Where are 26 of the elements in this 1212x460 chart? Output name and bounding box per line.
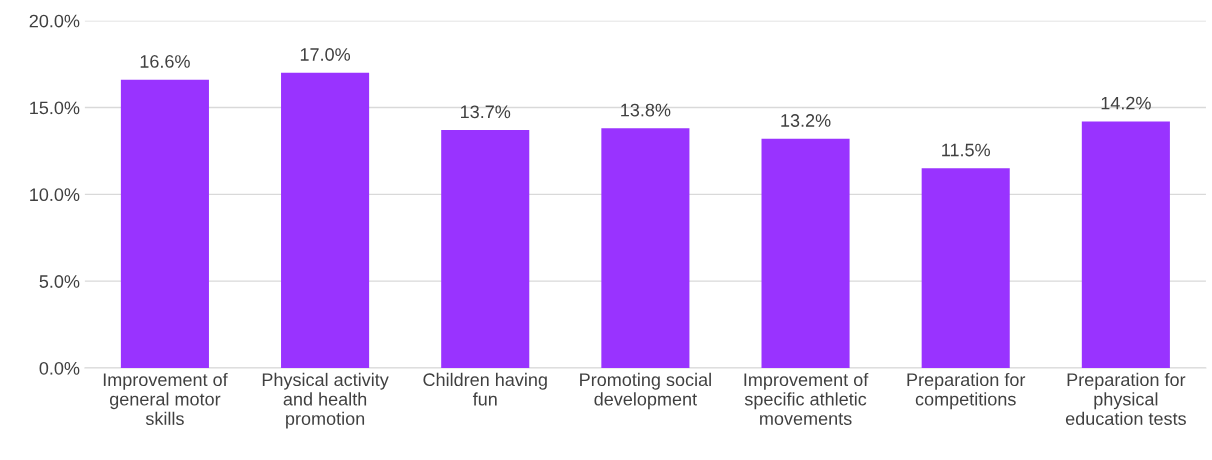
x-tick-label: Improvement of specific athletic movements bbox=[744, 372, 869, 426]
bar bbox=[1081, 121, 1170, 368]
y-tick-label: 20.0% bbox=[29, 14, 80, 28]
y-tick-label: 10.0% bbox=[30, 188, 80, 202]
data-label: 11.5% bbox=[942, 143, 990, 157]
bar bbox=[120, 79, 209, 368]
bar bbox=[441, 130, 530, 368]
data-label: 13.2% bbox=[781, 114, 831, 127]
bar bbox=[921, 168, 1010, 368]
y-tick-label: 5.0% bbox=[39, 275, 80, 288]
y-tick-label: 15.0% bbox=[30, 101, 80, 115]
x-tick-label: Preparation for competitions bbox=[907, 372, 1026, 410]
data-label: 17.0% bbox=[300, 48, 351, 61]
x-tick-label: Promoting social development bbox=[580, 372, 711, 410]
x-tick-label: Preparation for physical education tests bbox=[1065, 372, 1186, 426]
data-label: 16.6% bbox=[140, 55, 190, 68]
data-label: 14.2% bbox=[1101, 96, 1151, 110]
data-label: 13.8% bbox=[621, 103, 671, 117]
bar bbox=[281, 72, 370, 368]
data-label: 13.7% bbox=[461, 105, 511, 119]
bar bbox=[761, 138, 850, 368]
y-tick-label: 0.0% bbox=[39, 361, 80, 375]
bar bbox=[601, 128, 690, 368]
x-tick-label: Physical activity and health promotion bbox=[262, 372, 389, 429]
x-tick-label: Improvement of general motor skills bbox=[103, 372, 228, 426]
x-tick-label: Children having fun bbox=[423, 372, 547, 406]
